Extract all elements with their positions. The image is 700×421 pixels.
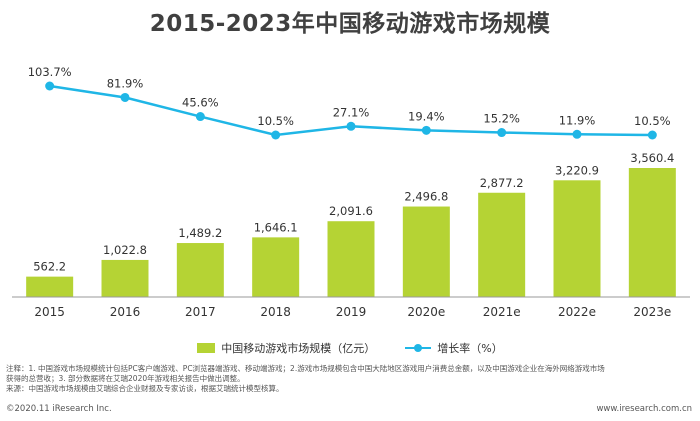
bar-2015 <box>26 276 74 297</box>
legend: 中国移动游戏市场规模（亿元） 增长率（%） <box>0 340 700 356</box>
growth-point-2023e <box>647 130 657 140</box>
bar-value-label: 3,220.9 <box>555 163 599 177</box>
bar-value-label: 2,496.8 <box>404 190 448 204</box>
website: www.iresearch.com.cn <box>596 404 692 414</box>
bar-value-label: 3,560.4 <box>630 151 674 165</box>
x-tick-label: 2018 <box>260 305 291 319</box>
bar-2023e <box>628 168 676 297</box>
bar-2017 <box>176 243 224 297</box>
growth-value-label: 11.9% <box>559 113 596 127</box>
legend-bar-swatch <box>197 343 216 353</box>
growth-point-2016 <box>120 92 130 102</box>
bar-2019 <box>327 221 375 297</box>
growth-point-2021e <box>497 128 507 138</box>
growth-point-2015 <box>45 81 55 91</box>
growth-value-label: 15.2% <box>483 112 520 126</box>
growth-value-label: 19.4% <box>408 109 445 123</box>
growth-point-2018 <box>271 130 281 140</box>
chart-title: 2015-2023年中国移动游戏市场规模 <box>149 11 551 37</box>
growth-value-label: 103.7% <box>28 65 72 79</box>
growth-value-label: 45.6% <box>182 96 219 110</box>
growth-point-2019 <box>346 121 356 131</box>
x-tick-label: 2021e <box>483 305 521 319</box>
x-tick-label: 2015 <box>34 305 65 319</box>
note-line-1: 注释：1. 中国游戏市场规模统计包括PC客户端游戏、PC浏览器端游戏、移动端游戏… <box>6 364 605 373</box>
x-tick-label: 2023e <box>633 305 671 319</box>
x-tick-label: 2017 <box>185 305 216 319</box>
x-tick-label: 2022e <box>558 305 596 319</box>
bars-layer: 562.2 1,022.8 1,489.2 1,646.1 2,091.6 2,496.8… <box>26 151 676 297</box>
growth-value-label: 81.9% <box>107 76 144 90</box>
legend-item-bar: 中国移动游戏市场规模（亿元） <box>197 340 375 356</box>
bar-value-label: 562.2 <box>33 260 66 274</box>
bar-2016 <box>101 259 149 297</box>
legend-item-line: 增长率（%） <box>405 340 503 356</box>
bar-value-label: 1,489.2 <box>178 226 222 240</box>
legend-bar-label: 中国移动游戏市场规模（亿元） <box>221 342 376 355</box>
note-source: 来源：中国游戏市场规模由艾瑞综合企业财报及专家访谈，根据艾瑞统计模型核算。 <box>6 384 284 393</box>
growth-value-label: 10.5% <box>257 114 294 128</box>
note-line-2: 获得的总营收；3. 部分数据将在艾瑞2020年游戏相关报告中做出调整。 <box>6 374 245 383</box>
growth-point-2020e <box>421 125 431 135</box>
bar-2018 <box>252 237 300 297</box>
combo-chart: 562.2 1,022.8 1,489.2 1,646.1 2,091.6 2,496.8… <box>12 65 690 319</box>
bar-2020e <box>402 206 450 297</box>
growth-value-label: 10.5% <box>634 114 671 128</box>
growth-point-2017 <box>195 112 205 122</box>
bar-value-label: 1,022.8 <box>103 243 147 257</box>
bar-value-label: 2,091.6 <box>329 204 373 218</box>
growth-point-2022e <box>572 129 582 139</box>
x-tick-label: 2020e <box>407 305 445 319</box>
x-tick-label: 2019 <box>336 305 367 319</box>
legend-line-label: 增长率（%） <box>437 342 503 355</box>
footer: ©2020.11 iResearch Inc. www.iresearch.co… <box>6 404 692 414</box>
bar-2022e <box>553 180 601 297</box>
bar-value-label: 1,646.1 <box>254 220 298 234</box>
bar-value-label: 2,877.2 <box>480 176 524 190</box>
legend-line-swatch <box>405 343 432 353</box>
growth-value-label: 27.1% <box>333 105 370 119</box>
copyright: ©2020.11 iResearch Inc. <box>6 404 112 414</box>
x-tick-label: 2016 <box>110 305 141 319</box>
x-axis-labels: 2015 2016 2017 2018 2019 2020e 2021e 2022e 2023e <box>34 305 671 319</box>
growth-line-layer: 103.7% 81.9% 45.6% 10.5% 27.1% 19.4% 15.2% 11.9… <box>28 65 671 140</box>
notes: 注释：1. 中国游戏市场规模统计包括PC客户端游戏、PC浏览器端游戏、移动端游戏… <box>6 364 696 394</box>
bar-2021e <box>478 192 526 297</box>
